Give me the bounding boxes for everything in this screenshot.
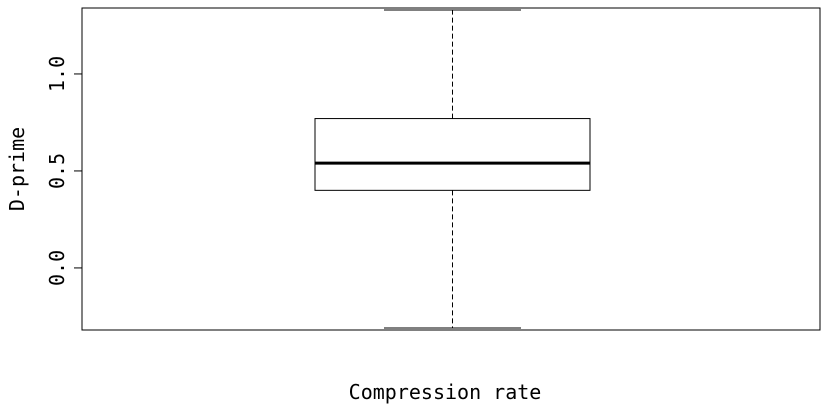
y-axis: 0.0 0.5 1.0 (45, 56, 83, 286)
y-tick-label: 1.0 (45, 56, 69, 92)
y-tick-label: 0.5 (45, 153, 69, 189)
x-axis-label: Compression rate (349, 380, 542, 404)
box-plot (314, 9, 591, 329)
iqr-box (314, 118, 591, 191)
y-axis-label: D-prime (5, 127, 29, 211)
y-tick-label: 0.0 (45, 250, 69, 286)
